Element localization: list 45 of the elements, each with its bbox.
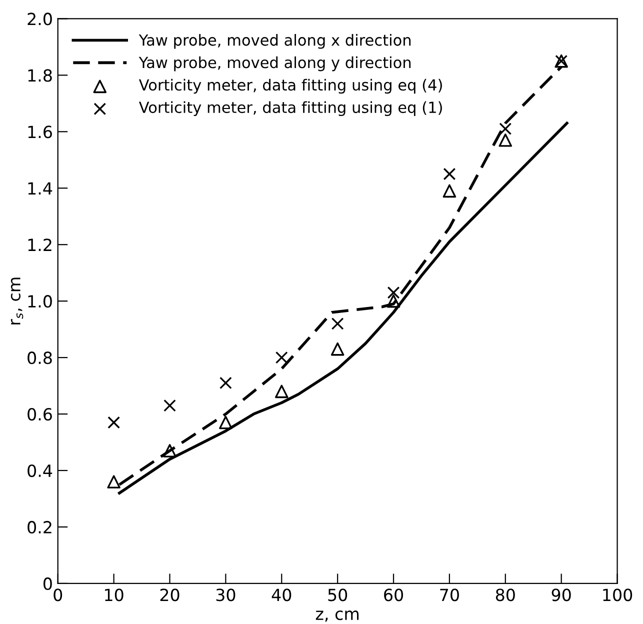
y-tick-label: 1.0 [28, 295, 52, 308]
point [330, 342, 344, 356]
line-series [118, 122, 568, 494]
legend-label: Yaw probe, moved along x direction [138, 34, 411, 49]
legend-label: Vorticity meter, data fitting using eq (1) [138, 101, 442, 116]
y-axis-title: r$_{s}$, cm [10, 278, 24, 324]
x-tick-label: 50 [328, 588, 348, 602]
legend-label: Vorticity meter, data fitting using eq (4) [138, 78, 442, 94]
x-axis-title: z, cm [316, 610, 359, 622]
x-tick-label: 40 [272, 588, 292, 602]
y-tick-label: 1.2 [28, 238, 52, 251]
y-tick-label: 2.0 [28, 12, 52, 26]
x-tick-label: 20 [160, 588, 180, 602]
point [164, 399, 176, 412]
point [499, 122, 512, 136]
point [219, 416, 232, 430]
y-tick-label: 1.4 [28, 182, 52, 194]
point [163, 444, 176, 458]
y-tick-label: 0.6 [28, 408, 52, 421]
x-tick-label: 100 [603, 588, 632, 602]
point [442, 184, 456, 198]
point [386, 294, 400, 308]
x-tick-label: 0 [54, 588, 62, 602]
point [275, 351, 288, 364]
point [387, 286, 400, 299]
x-tick-label: 80 [496, 588, 515, 602]
x-tick-label: 30 [216, 588, 236, 602]
point [108, 416, 120, 429]
y-tick-label: 0.4 [28, 464, 52, 478]
y-tick-label: 1.8 [28, 69, 52, 82]
legend-label: Yaw probe, moved along y direction [138, 56, 411, 72]
x-tick-label: 60 [384, 588, 404, 602]
y-tick-label: 1.6 [28, 126, 52, 138]
point [107, 475, 120, 488]
point [443, 168, 456, 180]
point [498, 133, 512, 147]
y-tick-label: 0.2 [28, 520, 52, 534]
point [219, 376, 232, 390]
y-tick-label: 0 [44, 577, 52, 590]
x-tick-label: 70 [440, 588, 459, 602]
x-tick-label: 10 [105, 588, 124, 602]
point [274, 384, 288, 398]
y-tick-label: 0.8 [28, 352, 52, 364]
point [331, 317, 344, 330]
x-tick-label: 90 [552, 588, 571, 602]
